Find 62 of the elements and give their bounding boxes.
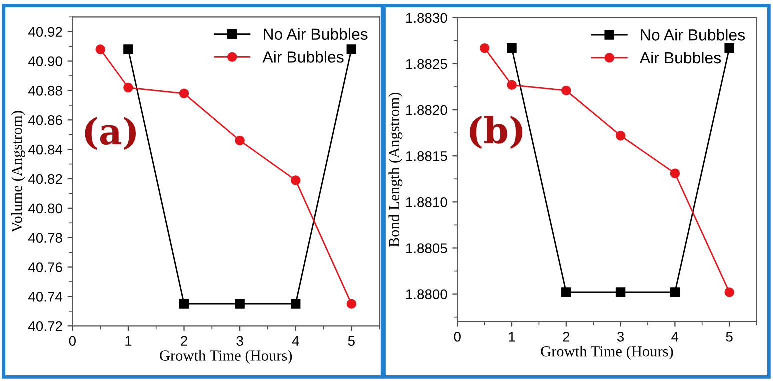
x-tick-label: 2 — [181, 336, 188, 346]
point — [346, 44, 357, 54]
y-tick-label: 40.86 — [28, 115, 62, 126]
x-tick-label: 4 — [672, 332, 679, 342]
y-tick-label: 40.88 — [28, 86, 62, 96]
point — [290, 299, 301, 309]
point — [235, 136, 245, 146]
point — [235, 299, 245, 309]
y-tick-label: 40.72 — [28, 321, 62, 332]
x-tick-label: 5 — [348, 336, 355, 346]
y-tick-label: 1.8805 — [406, 244, 448, 254]
point — [346, 299, 357, 309]
point — [179, 88, 190, 99]
point — [724, 43, 734, 54]
y-axis-title: Volume (Angstrom) — [12, 111, 26, 233]
y-tick-label: 40.76 — [28, 262, 62, 272]
x-tick-label: 4 — [292, 336, 300, 346]
y-tick-label: 1.8830 — [406, 13, 448, 24]
x-tick-label: 3 — [236, 336, 244, 346]
x-tick-label: 0 — [69, 336, 76, 346]
point — [724, 288, 734, 298]
point — [562, 86, 572, 96]
x-axis-title: Growth Time (Hours) — [160, 350, 292, 364]
x-tick-label: 3 — [617, 332, 624, 342]
point — [507, 80, 517, 90]
x-axis-title: Growth Time (Hours) — [541, 346, 674, 360]
y-tick-label: 40.74 — [28, 292, 63, 302]
y-tick-label: 1.8800 — [406, 290, 448, 300]
x-tick-label: 2 — [563, 332, 570, 342]
y-tick-label: 40.90 — [28, 56, 62, 66]
point — [96, 44, 106, 54]
y-tick-label: 1.8810 — [406, 198, 448, 208]
x-tick-label: 1 — [509, 332, 516, 342]
point — [616, 288, 626, 298]
point — [124, 82, 134, 93]
annotation: (a) — [85, 117, 136, 150]
legend-label: No Air Bubbles — [264, 28, 368, 40]
y-axis-title: Bond Length (Angstrom) — [388, 92, 403, 248]
point — [507, 43, 517, 54]
point — [290, 176, 301, 186]
y-tick-label: 40.80 — [28, 204, 62, 214]
y-tick-label: 1.8815 — [406, 151, 448, 162]
point — [670, 288, 680, 298]
point — [616, 130, 626, 141]
y-tick-label: 40.84 — [28, 144, 63, 155]
y-tick-label: 40.92 — [28, 27, 62, 38]
point — [179, 299, 190, 309]
y-tick-label: 1.8825 — [406, 59, 448, 70]
y-tick-label: 1.8820 — [406, 105, 448, 116]
x-tick-label: 5 — [726, 332, 733, 342]
legend-label: Air Bubbles — [262, 51, 344, 63]
y-tick-label: 40.82 — [28, 174, 62, 184]
point — [480, 43, 490, 54]
y-tick-label: 40.78 — [28, 233, 62, 244]
point — [562, 288, 572, 298]
x-tick-label: 1 — [126, 336, 132, 346]
annotation: (b) — [470, 116, 523, 150]
point — [670, 168, 680, 178]
point — [124, 44, 134, 54]
legend-label: Air Bubbles — [640, 52, 722, 64]
x-tick-label: 0 — [454, 332, 461, 342]
legend-label: No Air Bubbles — [641, 29, 746, 41]
